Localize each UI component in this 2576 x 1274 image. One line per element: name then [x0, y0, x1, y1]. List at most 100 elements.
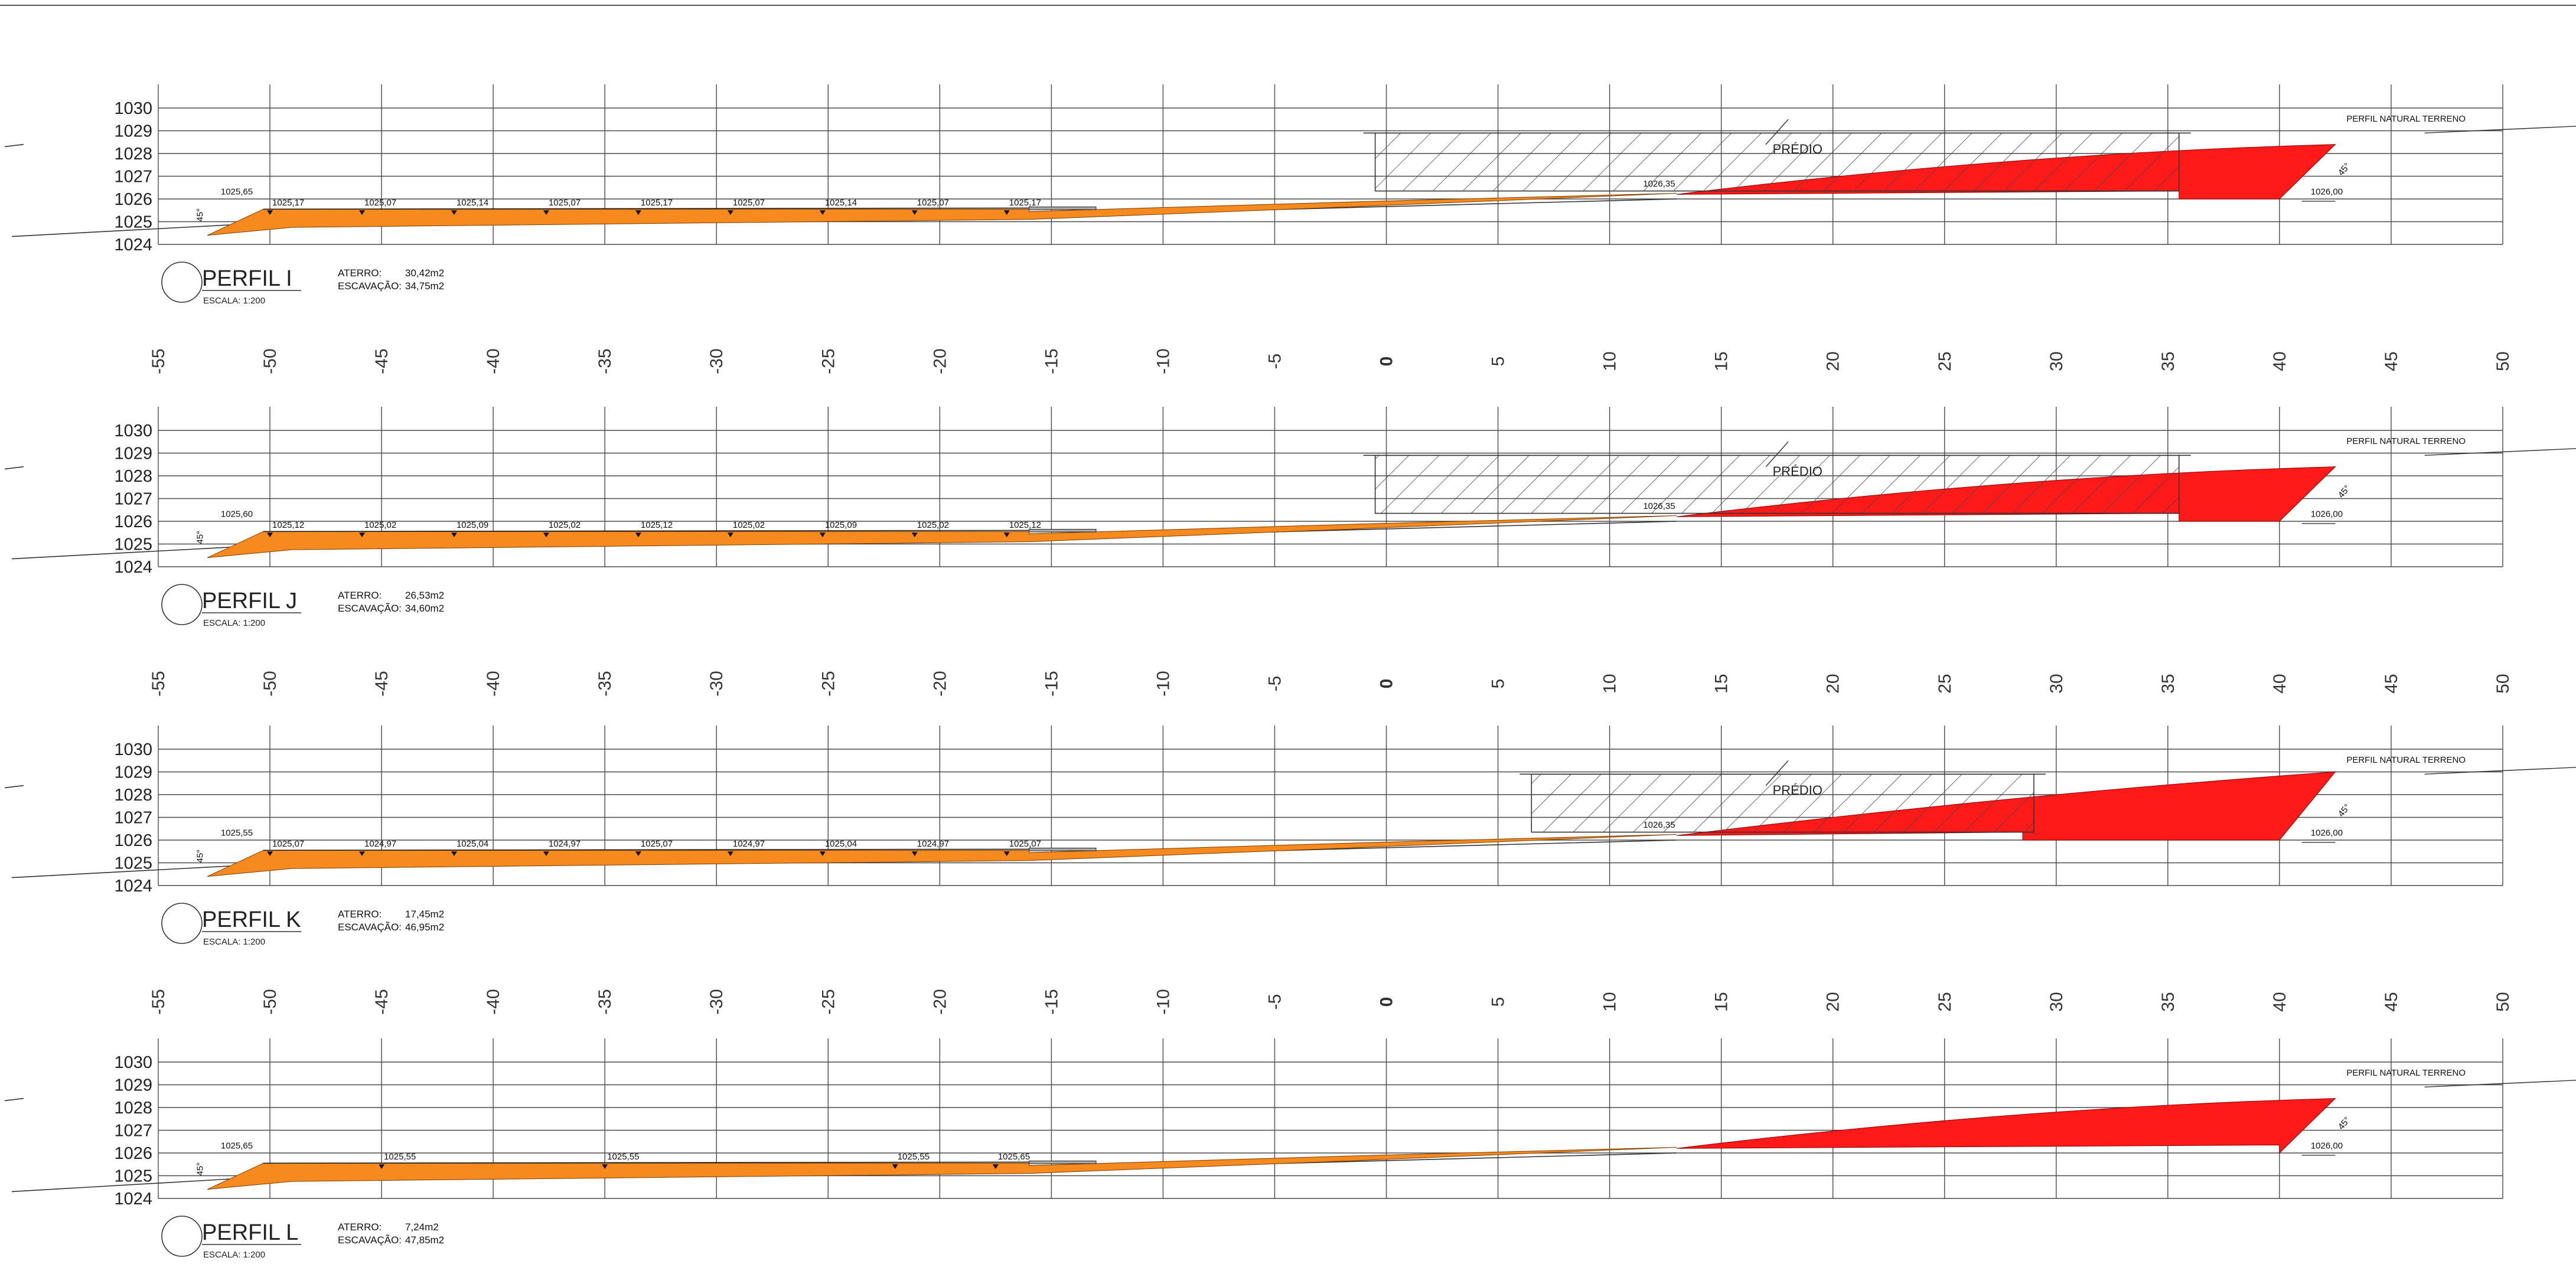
natural-terrain-label: PERFIL NATURAL TERRENO	[2346, 436, 2466, 446]
station-tick-label: 10	[1600, 992, 1620, 1011]
building-label: PRÉDIO	[1773, 142, 1822, 156]
elevation-tick-label: 1025	[114, 213, 152, 232]
building-leader	[1765, 441, 1789, 468]
station-tick-label: -45	[372, 989, 392, 1014]
escavacao-label: ESCAVAÇÃO:	[338, 922, 402, 933]
level-marker	[635, 210, 641, 215]
level-marker	[819, 533, 826, 537]
station-tick-label: -35	[595, 989, 615, 1014]
station-tick-label: -40	[484, 348, 503, 374]
station-tick-label: 30	[2047, 674, 2066, 693]
level-label: 1025,12	[641, 520, 673, 530]
level-marker	[543, 210, 549, 215]
station-tick-label: 20	[1824, 674, 1843, 693]
level-label: 1025,12	[272, 520, 304, 530]
escavacao-value: 34,60m2	[405, 603, 444, 614]
station-tick-label: -5	[1265, 354, 1284, 370]
elevation-tick-label: 1030	[114, 99, 152, 118]
station-tick-label: -45	[372, 348, 392, 374]
level-label: 1025,07	[733, 198, 765, 208]
building-leader	[1765, 760, 1789, 786]
station-tick-label: -15	[1042, 348, 1061, 374]
level-label: 1025,02	[549, 520, 581, 530]
profile-title: PERFIL L	[202, 1220, 298, 1245]
elevation-tick-label: 1025	[114, 1167, 152, 1186]
station-tick-label: 35	[2158, 674, 2178, 693]
profile-title: PERFIL K	[202, 907, 301, 932]
elevation-tick-label: 1027	[114, 168, 152, 187]
station-tick-label: -50	[260, 348, 280, 374]
scale-text: ESCALA: 1:200	[203, 296, 265, 306]
level-marker	[1003, 851, 1010, 856]
left-level-label: 1025,65	[221, 1141, 253, 1151]
station-tick-label: 5	[1489, 679, 1508, 689]
aterro-label: ATERRO:	[338, 267, 381, 279]
station-tick-label: 25	[1935, 674, 1955, 693]
station-tick-label: -10	[1153, 671, 1173, 696]
station-tick-label: 20	[1824, 992, 1843, 1011]
station-tick-label: -40	[484, 989, 503, 1014]
escavacao-value: 46,95m2	[405, 922, 444, 933]
station-tick-label: 20	[1824, 351, 1843, 371]
level-label: 1025,17	[641, 198, 673, 208]
station-tick-label: 40	[2270, 351, 2290, 371]
elevation-tick-label: 1026	[114, 190, 152, 209]
level-label: 1025,07	[917, 198, 949, 208]
level-marker	[819, 210, 826, 215]
elevation-tick-label: 1024	[114, 558, 152, 577]
scale-text: ESCALA: 1:200	[203, 1250, 265, 1260]
terrain-stub-left	[4, 466, 24, 470]
station-tick-label: 5	[1489, 997, 1508, 1007]
elevation-tick-label: 1028	[114, 145, 152, 164]
station-tick-label: -20	[930, 348, 950, 374]
elevation-tick-label: 1027	[114, 490, 152, 509]
aterro-value: 26,53m2	[405, 590, 444, 601]
level-label: 1025,07	[364, 198, 396, 208]
pad-level-label: 1026,35	[1643, 820, 1675, 830]
station-tick-label: 10	[1600, 351, 1620, 371]
aterro-value: 17,45m2	[405, 909, 444, 920]
escavacao-label: ESCAVAÇÃO:	[338, 603, 402, 614]
level-marker	[1003, 533, 1010, 537]
level-label: 1025,17	[272, 198, 304, 208]
level-label: 1025,04	[825, 839, 857, 849]
slope-label: 45°	[2336, 484, 2353, 500]
station-tick-label: 50	[2493, 992, 2513, 1011]
elevation-tick-label: 1024	[114, 236, 152, 254]
platform-surface-line	[263, 530, 1029, 533]
level-label: 1025,04	[456, 839, 488, 849]
platform-surface-line	[263, 207, 1029, 210]
level-label: 1024,97	[364, 839, 396, 849]
level-label: 1025,09	[825, 520, 857, 530]
terrain-stub-left	[4, 143, 24, 148]
level-label: 1024,97	[549, 839, 581, 849]
station-tick-label: 40	[2270, 674, 2290, 693]
building-outline	[1374, 455, 2180, 514]
station-tick-label: -20	[930, 989, 950, 1014]
right-level-label: 1026,00	[2311, 1141, 2343, 1151]
level-label: 1024,97	[917, 839, 949, 849]
level-label: 1025,14	[825, 198, 857, 208]
elevation-tick-label: 1026	[114, 512, 152, 531]
elevation-tick-label: 1029	[114, 763, 152, 782]
terrain-stub-left	[4, 785, 24, 789]
terrain-stub-right	[2424, 1080, 2576, 1088]
level-label: 1025,07	[272, 839, 304, 849]
profile-perfil-j: 1024 1025 1026 1027 1028 1029 1030 PRÉDIO 1026,3…	[4, 407, 2576, 628]
level-label: 1025,07	[549, 198, 581, 208]
terrain-stub-right	[2424, 448, 2576, 456]
station-tick-label: 15	[1712, 351, 1732, 371]
station-tick-label: -25	[819, 989, 838, 1014]
level-marker	[543, 851, 549, 856]
natural-terrain-label: PERFIL NATURAL TERRENO	[2346, 1068, 2466, 1078]
escavacao-value: 47,85m2	[405, 1234, 444, 1246]
station-tick-label: -35	[595, 348, 615, 374]
profiles-layer: 1024102510261027102810291030PRÉDIO1026,3…	[4, 84, 2576, 1260]
platform-step	[1029, 1160, 1097, 1164]
fill-area	[207, 515, 1677, 558]
elevation-tick-label: 1027	[114, 809, 152, 828]
elevation-tick-label: 1025	[114, 854, 152, 873]
building-outline	[1531, 773, 2034, 833]
elevation-tick-label: 1029	[114, 445, 152, 463]
level-label: 1025,55	[898, 1152, 930, 1162]
